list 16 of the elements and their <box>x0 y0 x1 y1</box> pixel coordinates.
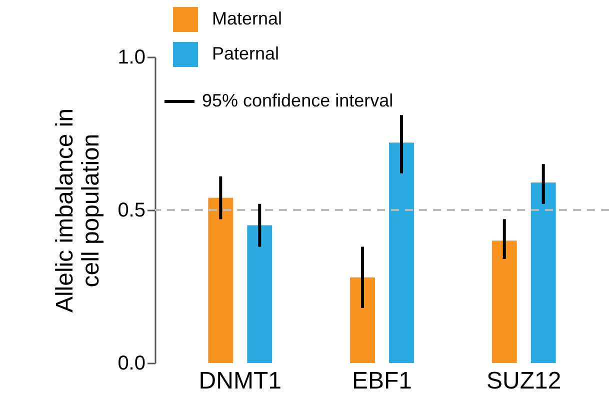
y-tick-label: 0.5 <box>118 200 146 222</box>
x-tick-label: EBF1 <box>352 368 412 394</box>
bar <box>350 277 375 363</box>
bar <box>208 198 234 363</box>
y-tick-label: 1.0 <box>118 46 146 68</box>
bar <box>492 240 517 363</box>
x-tick-label: SUZ12 <box>486 368 562 394</box>
legend-label: Maternal <box>212 8 282 28</box>
y-axis-title: Allelic imbalance in cell population <box>52 108 105 313</box>
bar <box>530 182 556 363</box>
y-tick-label: 0.0 <box>118 352 146 374</box>
bar <box>247 225 272 363</box>
annotation: 95% confidence interval <box>202 90 394 110</box>
x-tick-label: DNMT1 <box>198 368 282 394</box>
bar <box>389 142 414 363</box>
legend-label: Paternal <box>212 44 280 64</box>
